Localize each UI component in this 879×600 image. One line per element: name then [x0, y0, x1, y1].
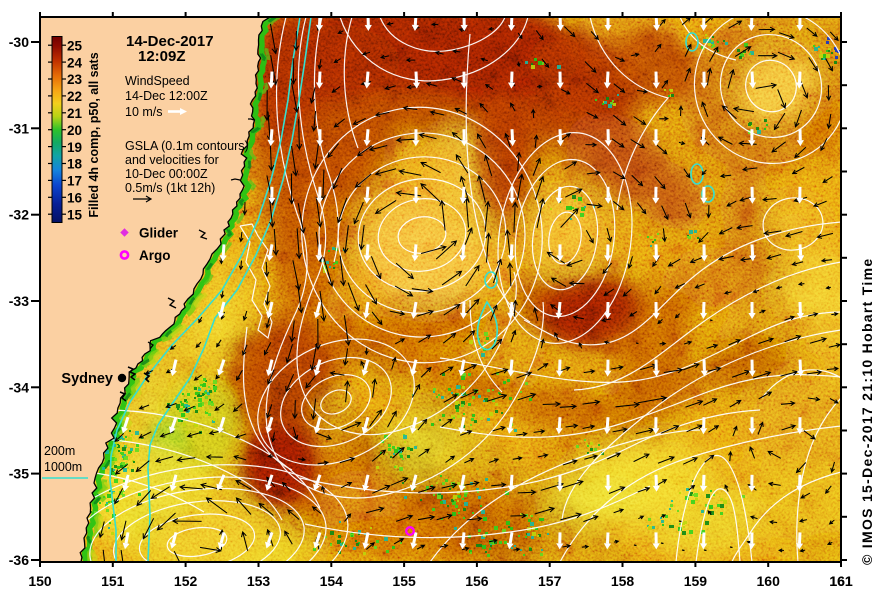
svg-text:19: 19 — [67, 140, 82, 155]
svg-text:161: 161 — [829, 573, 853, 589]
svg-text:1000m: 1000m — [44, 460, 82, 474]
svg-text:152: 152 — [174, 573, 198, 589]
svg-text:-31: -31 — [9, 120, 29, 136]
svg-text:Sydney: Sydney — [61, 371, 113, 387]
svg-text:-30: -30 — [9, 34, 29, 50]
svg-text:200m: 200m — [44, 444, 75, 458]
svg-text:24: 24 — [67, 55, 83, 70]
svg-text:10-Dec 00:00Z: 10-Dec 00:00Z — [125, 167, 208, 181]
svg-text:Glider: Glider — [139, 226, 179, 241]
svg-text:15: 15 — [67, 207, 83, 222]
svg-text:-36: -36 — [9, 552, 29, 568]
svg-text:0.5m/s (1kt 12h): 0.5m/s (1kt 12h) — [125, 181, 215, 195]
svg-text:160: 160 — [757, 573, 781, 589]
svg-text:155: 155 — [392, 573, 416, 589]
svg-text:25: 25 — [67, 38, 83, 53]
svg-text:156: 156 — [465, 573, 489, 589]
svg-text:Filled 4h comp, p50, all sats: Filled 4h comp, p50, all sats — [87, 52, 101, 217]
svg-text:-33: -33 — [9, 293, 29, 309]
svg-text:21: 21 — [67, 106, 83, 121]
svg-text:WindSpeed: WindSpeed — [125, 74, 190, 88]
svg-text:10 m/s: 10 m/s — [125, 105, 163, 119]
svg-text:22: 22 — [67, 89, 82, 104]
svg-text:-34: -34 — [9, 379, 29, 395]
svg-text:16: 16 — [67, 191, 83, 206]
svg-text:17: 17 — [67, 174, 82, 189]
svg-text:14-Dec-2017: 14-Dec-2017 — [126, 33, 214, 50]
svg-text:-32: -32 — [9, 207, 29, 223]
svg-text:23: 23 — [67, 72, 83, 87]
svg-text:Argo: Argo — [139, 248, 171, 263]
svg-text:GSLA (0.1m contours): GSLA (0.1m contours) — [125, 139, 249, 153]
svg-text:and velocities for: and velocities for — [125, 153, 219, 167]
svg-text:157: 157 — [538, 573, 562, 589]
svg-text:20: 20 — [67, 123, 82, 138]
svg-text:161: 161 — [829, 573, 853, 589]
svg-text:150: 150 — [28, 573, 52, 589]
svg-text:154: 154 — [320, 573, 344, 589]
svg-text:151: 151 — [101, 573, 125, 589]
svg-text:159: 159 — [684, 573, 708, 589]
svg-text:18: 18 — [67, 157, 83, 172]
svg-text:14-Dec 12:00Z: 14-Dec 12:00Z — [125, 89, 208, 103]
svg-text:12:09Z: 12:09Z — [138, 48, 186, 65]
svg-text:153: 153 — [247, 573, 271, 589]
svg-text:-35: -35 — [9, 466, 29, 482]
svg-text:158: 158 — [611, 573, 635, 589]
svg-text:© IMOS 15-Dec-2017 21:10 Hobar: © IMOS 15-Dec-2017 21:10 Hobart Time — [859, 258, 875, 565]
